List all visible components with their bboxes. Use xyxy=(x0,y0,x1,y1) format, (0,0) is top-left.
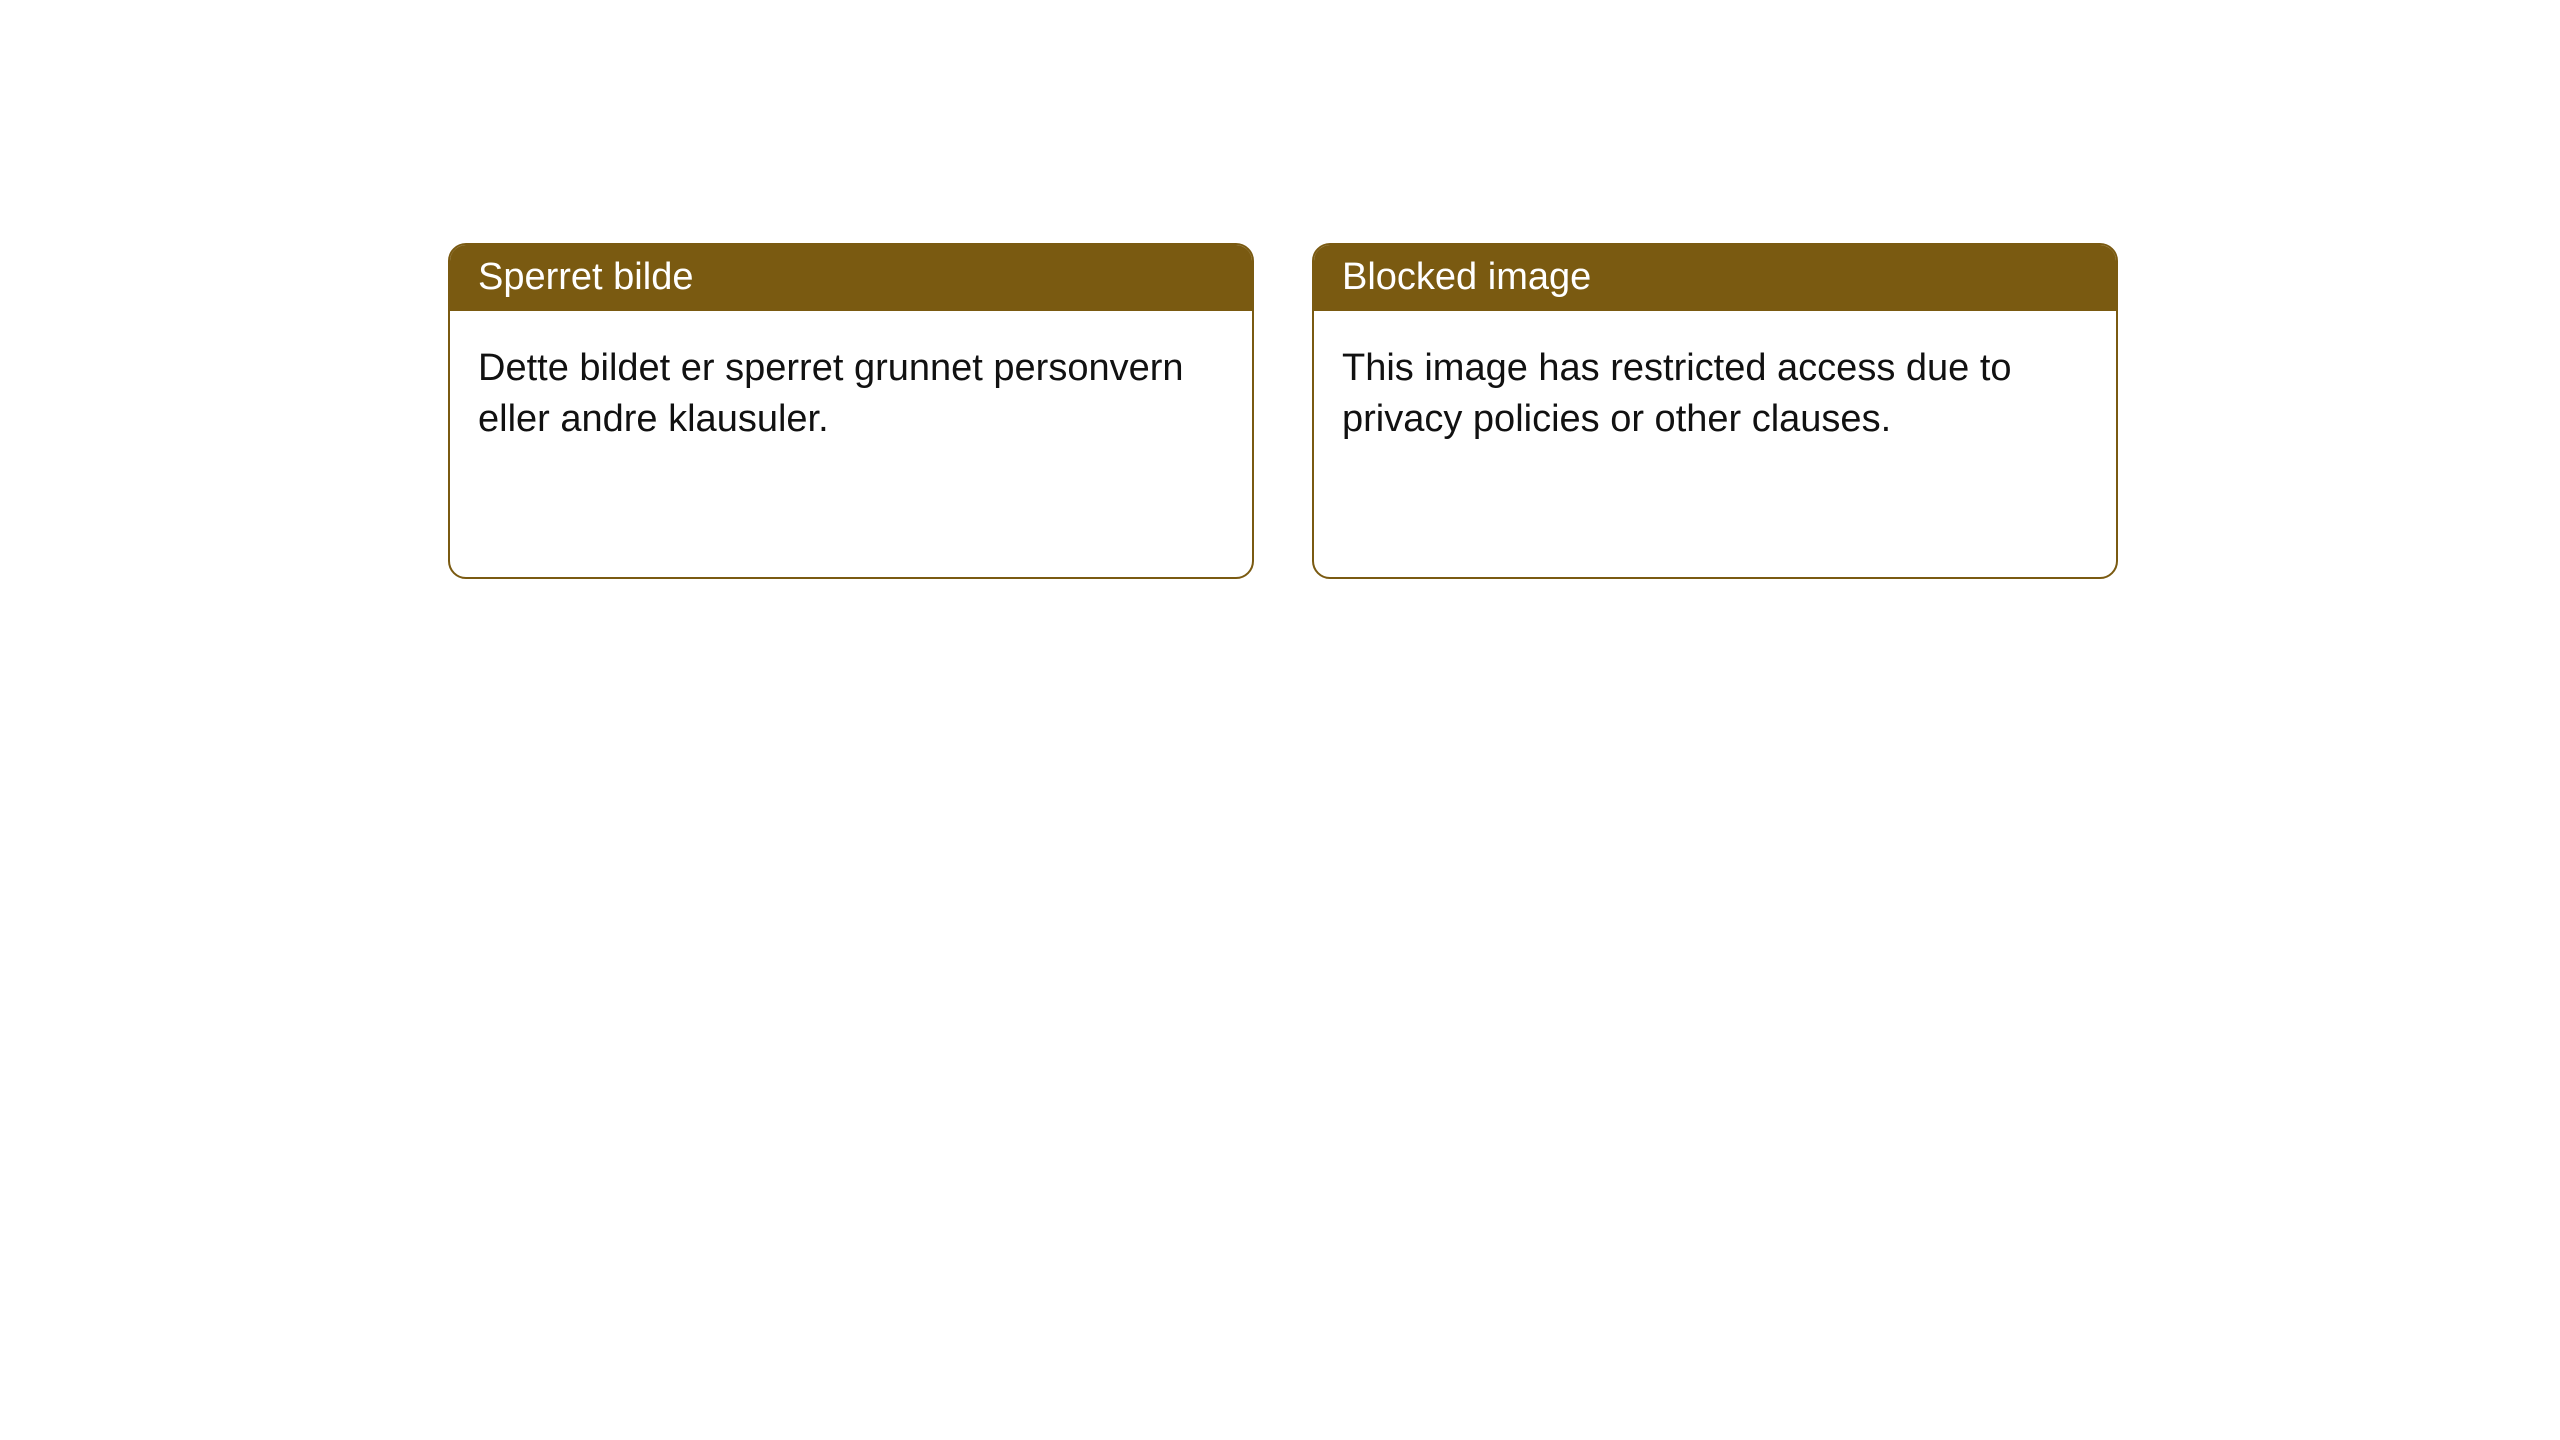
card-body-text: Dette bildet er sperret grunnet personve… xyxy=(478,347,1184,440)
card-header: Sperret bilde xyxy=(450,245,1252,311)
notice-card-english: Blocked image This image has restricted … xyxy=(1312,243,2118,579)
card-title: Blocked image xyxy=(1342,256,1591,298)
card-header: Blocked image xyxy=(1314,245,2116,311)
card-body-text: This image has restricted access due to … xyxy=(1342,347,2012,440)
card-body: This image has restricted access due to … xyxy=(1314,311,2116,478)
card-body: Dette bildet er sperret grunnet personve… xyxy=(450,311,1252,478)
card-title: Sperret bilde xyxy=(478,256,693,298)
notice-container: Sperret bilde Dette bildet er sperret gr… xyxy=(448,243,2118,579)
notice-card-norwegian: Sperret bilde Dette bildet er sperret gr… xyxy=(448,243,1254,579)
